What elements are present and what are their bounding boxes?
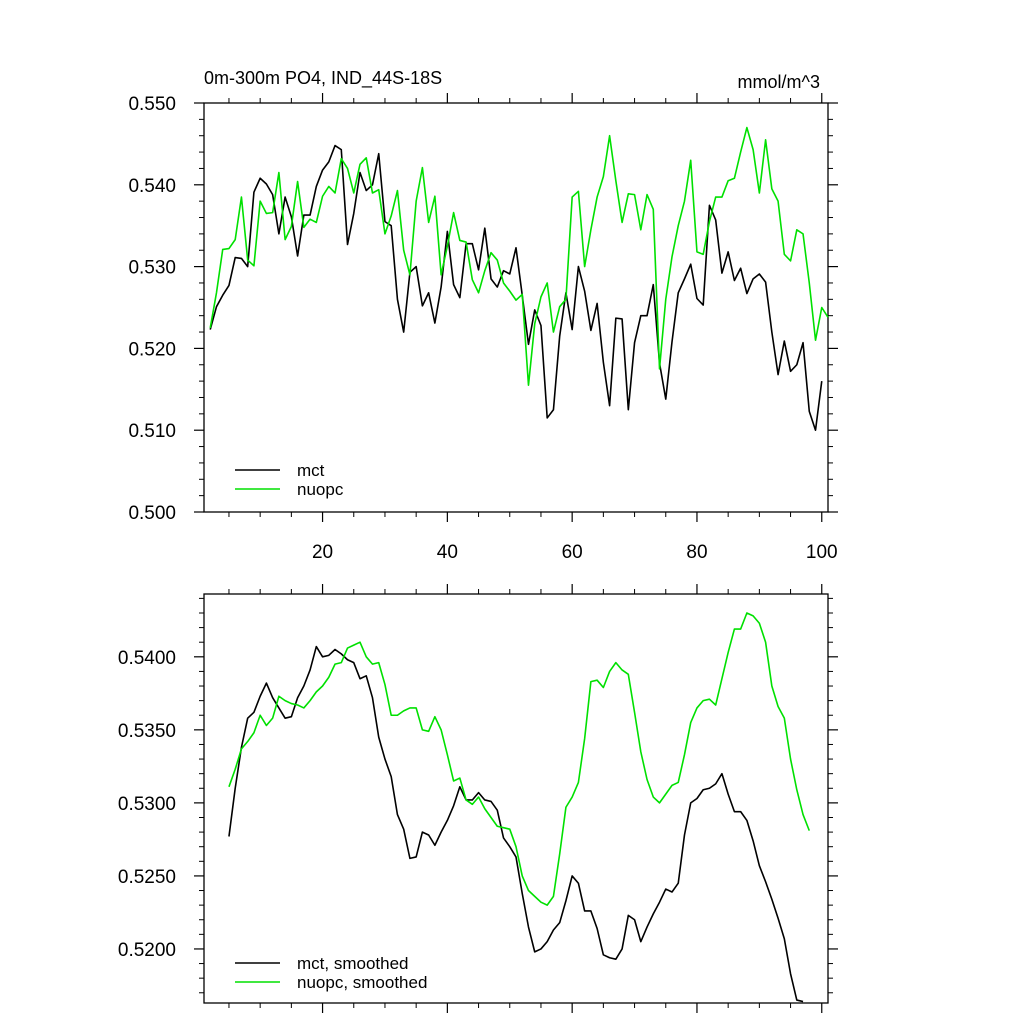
x-tick-label: 60 xyxy=(562,542,583,563)
y-tick-label: 0.530 xyxy=(128,258,176,279)
x-tick-label: 100 xyxy=(806,542,838,563)
y-tick-label: 0.500 xyxy=(128,503,176,524)
y-tick-label: 0.510 xyxy=(128,421,176,442)
series-line-mct xyxy=(209,144,823,432)
y-tick-label: 0.5300 xyxy=(118,794,176,815)
legend-label: mct xyxy=(297,461,325,480)
series-line-nuopc-smoothed xyxy=(228,612,811,906)
y-tick-label: 0.5200 xyxy=(118,940,176,961)
y-tick-label: 0.550 xyxy=(128,94,176,115)
bottom-chart-series xyxy=(228,612,811,1003)
top-chart-series xyxy=(209,126,829,432)
x-tick-label: 80 xyxy=(686,542,707,563)
y-tick-label: 0.540 xyxy=(128,176,176,197)
y-tick-label: 0.5250 xyxy=(118,867,176,888)
series-line-nuopc xyxy=(209,126,829,387)
x-tick-label: 40 xyxy=(437,542,458,563)
y-tick-label: 0.5400 xyxy=(118,648,176,669)
legend-label: nuopc, smoothed xyxy=(297,973,427,992)
legend-label: mct, smoothed xyxy=(297,954,409,973)
y-tick-label: 0.520 xyxy=(128,339,176,360)
top-chart-panel: 0m-300m PO4, IND_44S-18S mmol/m^3 20 40 60… xyxy=(128,68,838,563)
series-line-mct-smoothed xyxy=(228,645,804,1003)
chart-units: mmol/m^3 xyxy=(738,72,820,92)
chart-title: 0m-300m PO4, IND_44S-18S xyxy=(204,68,442,89)
bottom-chart-panel: 0.5200 0.5250 0.5300 0.5350 0.5400 mct, smoo… xyxy=(118,584,838,1013)
legend-label: nuopc xyxy=(297,480,344,499)
bottom-chart-axes: 0.5200 0.5250 0.5300 0.5350 0.5400 xyxy=(118,584,838,1013)
plot-frame xyxy=(203,593,829,1004)
plot-frame xyxy=(203,102,829,513)
top-chart-axes: 20 40 60 80 100 0.500 0.510 0.520 0.530 0.540 0.55… xyxy=(128,93,838,563)
y-tick-label: 0.5350 xyxy=(118,721,176,742)
x-tick-label: 20 xyxy=(312,542,333,563)
